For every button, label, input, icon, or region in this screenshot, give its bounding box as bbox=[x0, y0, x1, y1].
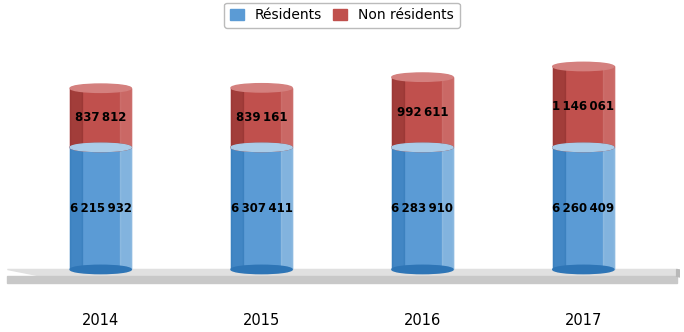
Bar bbox=[442, 77, 453, 147]
Bar bbox=[70, 147, 131, 270]
Ellipse shape bbox=[70, 143, 131, 152]
Ellipse shape bbox=[553, 62, 614, 71]
Ellipse shape bbox=[231, 84, 292, 92]
Bar bbox=[603, 66, 614, 147]
Bar bbox=[392, 77, 404, 147]
Ellipse shape bbox=[231, 143, 292, 152]
Ellipse shape bbox=[553, 143, 614, 152]
Text: 1 146 061: 1 146 061 bbox=[552, 100, 614, 114]
Bar bbox=[442, 147, 453, 270]
Bar bbox=[392, 77, 453, 147]
Text: 6 307 411: 6 307 411 bbox=[231, 202, 293, 215]
Bar bbox=[603, 147, 614, 270]
Ellipse shape bbox=[392, 73, 453, 81]
Polygon shape bbox=[8, 270, 684, 276]
Text: 992 611: 992 611 bbox=[397, 106, 448, 119]
Bar bbox=[553, 66, 614, 147]
Ellipse shape bbox=[392, 265, 453, 274]
Bar bbox=[70, 88, 82, 147]
Legend: Résidents, Non résidents: Résidents, Non résidents bbox=[224, 3, 460, 28]
Ellipse shape bbox=[231, 265, 292, 274]
Ellipse shape bbox=[392, 143, 453, 152]
Bar bbox=[553, 147, 614, 270]
Ellipse shape bbox=[70, 143, 131, 152]
Ellipse shape bbox=[70, 265, 131, 274]
Bar bbox=[8, 276, 676, 283]
Text: 837 812: 837 812 bbox=[75, 111, 127, 124]
Bar bbox=[553, 147, 565, 270]
Bar bbox=[231, 88, 292, 147]
Ellipse shape bbox=[553, 265, 614, 274]
Bar bbox=[281, 147, 292, 270]
Ellipse shape bbox=[392, 143, 453, 152]
Text: 6 260 409: 6 260 409 bbox=[552, 202, 614, 215]
Ellipse shape bbox=[70, 84, 131, 92]
Bar bbox=[120, 147, 131, 270]
Bar bbox=[392, 147, 404, 270]
Bar bbox=[70, 88, 131, 147]
Text: 6 215 932: 6 215 932 bbox=[70, 202, 132, 215]
Bar bbox=[392, 147, 453, 270]
Bar bbox=[70, 147, 82, 270]
Bar bbox=[281, 88, 292, 147]
Bar bbox=[553, 66, 565, 147]
Bar bbox=[231, 147, 244, 270]
Bar bbox=[231, 147, 292, 270]
Bar bbox=[231, 88, 244, 147]
Text: 6 283 910: 6 283 910 bbox=[391, 202, 453, 215]
Polygon shape bbox=[676, 270, 684, 283]
Ellipse shape bbox=[231, 143, 292, 152]
Bar bbox=[120, 88, 131, 147]
Text: 839 161: 839 161 bbox=[236, 111, 287, 124]
Ellipse shape bbox=[553, 143, 614, 152]
